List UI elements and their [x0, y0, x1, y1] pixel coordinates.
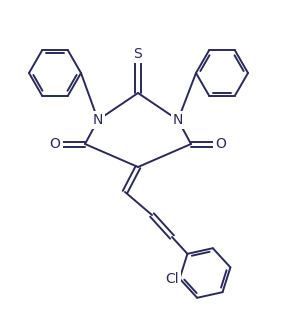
Text: N: N — [93, 113, 103, 127]
Text: O: O — [50, 137, 61, 151]
Text: Cl: Cl — [165, 272, 179, 286]
Text: O: O — [216, 137, 226, 151]
Text: S: S — [134, 47, 142, 61]
Text: N: N — [173, 113, 183, 127]
